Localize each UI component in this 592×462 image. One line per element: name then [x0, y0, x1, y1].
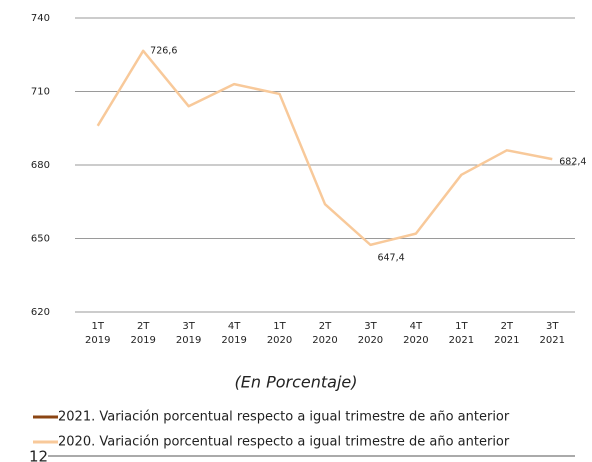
y-tick-label: 650 — [31, 234, 50, 245]
legend-label: 2020. Variación porcentual respecto a ig… — [58, 435, 510, 450]
value-label: 726,6 — [150, 45, 177, 56]
y-tick-label: 620 — [31, 307, 50, 318]
x-tick-label: 2019 — [176, 335, 201, 346]
x-tick-label: 2021 — [540, 335, 565, 346]
x-tick-label: 3T — [364, 321, 377, 332]
x-tick-label: 2020 — [312, 335, 337, 346]
subtitle: (En Porcentaje) — [235, 373, 358, 392]
y-tick-label: 710 — [31, 87, 50, 98]
data-line — [96, 49, 553, 247]
x-tick-label: 2T — [137, 321, 150, 332]
x-tick-label: 4T — [410, 321, 423, 332]
x-tick-label: 2019 — [221, 335, 246, 346]
page-number: 12 — [29, 448, 48, 462]
x-tick-label: 2021 — [449, 335, 474, 346]
x-tick-label: 2020 — [267, 335, 292, 346]
x-tick-label: 2019 — [130, 335, 155, 346]
x-tick-label: 2T — [501, 321, 514, 332]
x-tick-label: 1T — [273, 321, 286, 332]
y-tick-label: 740 — [31, 13, 50, 24]
x-tick-label: 3T — [182, 321, 195, 332]
x-tick-label: 2020 — [358, 335, 383, 346]
y-tick-label: 680 — [31, 160, 50, 171]
value-label: 647,4 — [377, 252, 404, 263]
x-tick-label: 2019 — [85, 335, 110, 346]
x-tick-label: 2020 — [403, 335, 428, 346]
legend-label: 2021. Variación porcentual respecto a ig… — [58, 410, 510, 425]
x-tick-label: 2T — [319, 321, 332, 332]
value-label: 682,4 — [559, 157, 586, 168]
x-tick-label: 3T — [546, 321, 559, 332]
x-tick-label: 1T — [91, 321, 104, 332]
x-tick-label: 2021 — [494, 335, 519, 346]
x-tick-label: 1T — [455, 321, 468, 332]
x-tick-label: 4T — [228, 321, 241, 332]
